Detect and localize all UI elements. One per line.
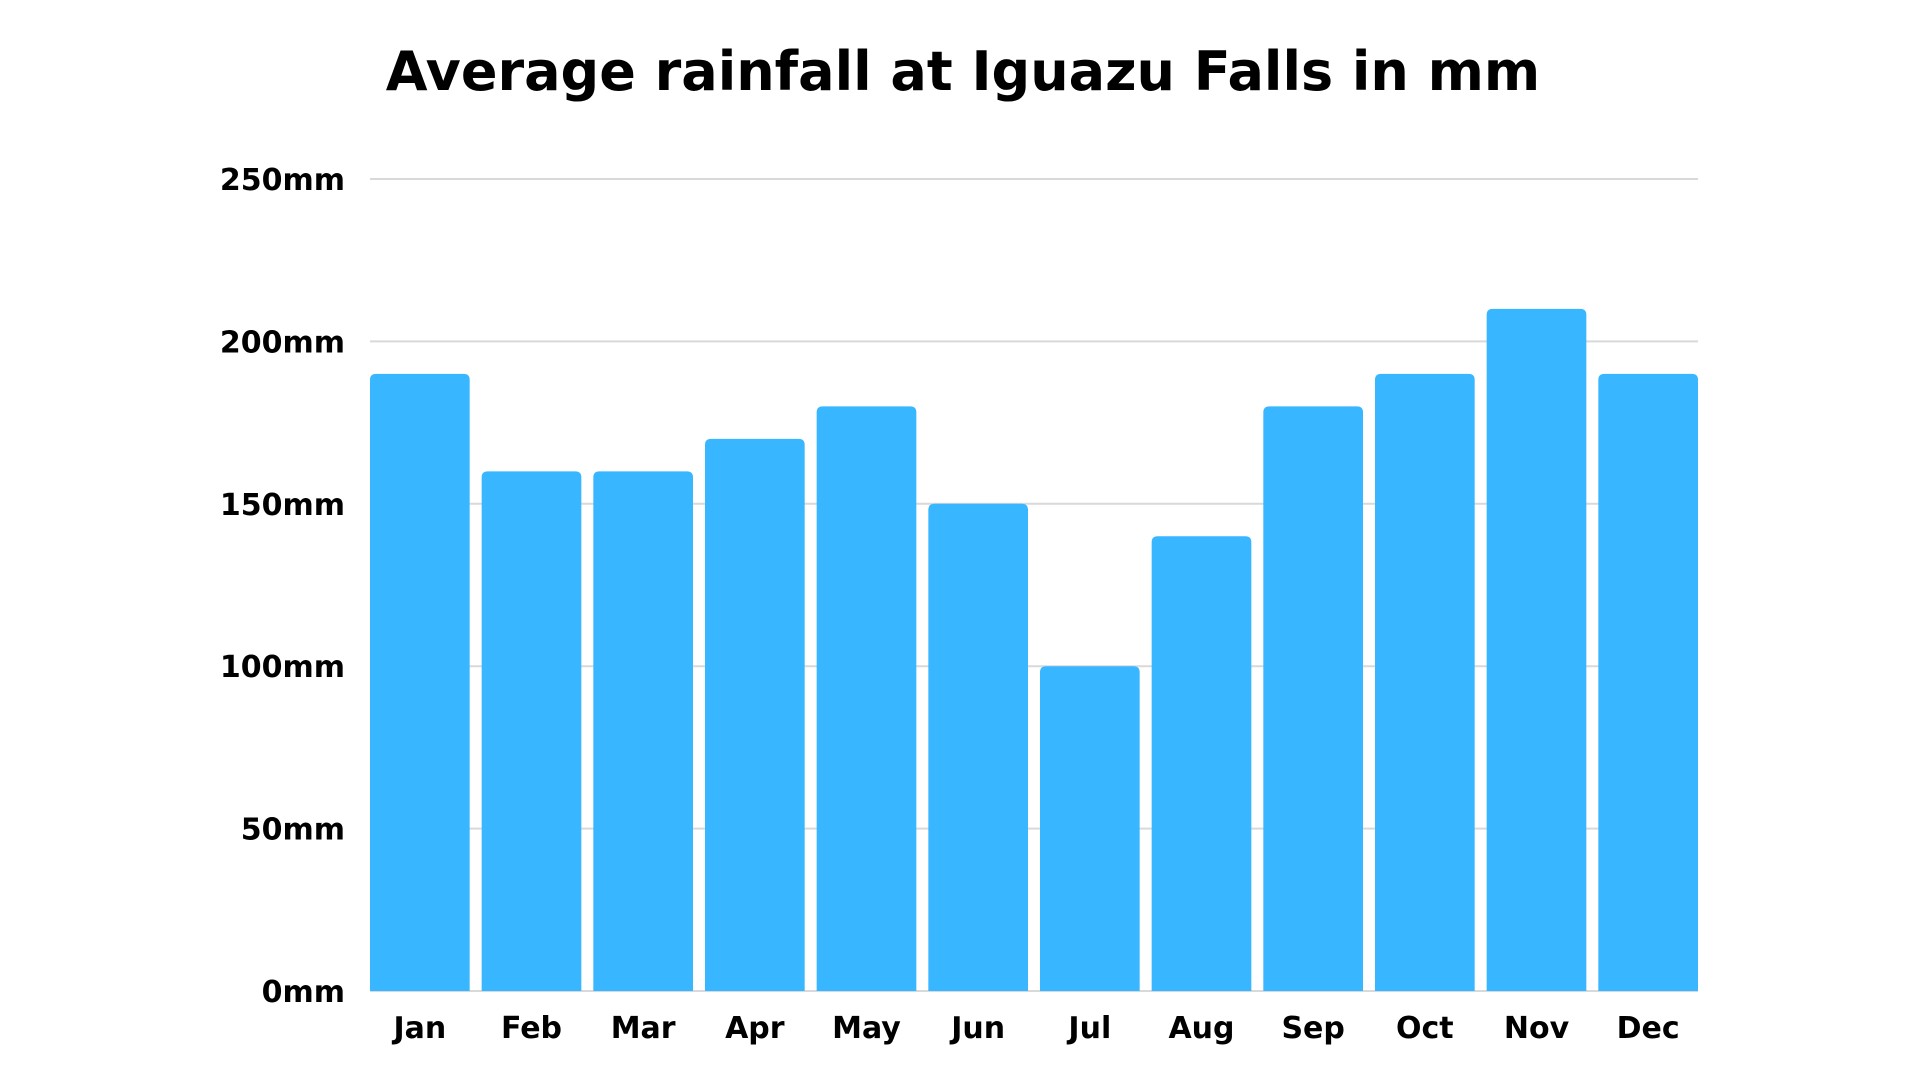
- y-tick-label: 200mm: [220, 325, 345, 360]
- x-tick-label: Sep: [1281, 1011, 1344, 1046]
- bar-jul: [1040, 666, 1140, 991]
- bar-nov: [1486, 308, 1587, 991]
- chart-title: Average rainfall at Iguazu Falls in mm: [385, 40, 1541, 103]
- x-tick-label: Jun: [949, 1011, 1005, 1046]
- bar-jun: [928, 503, 1028, 991]
- y-tick-label: 100mm: [220, 650, 345, 685]
- bar-oct: [1375, 373, 1475, 991]
- x-tick-label: Apr: [725, 1011, 785, 1046]
- x-tick-label: Mar: [611, 1011, 676, 1046]
- x-tick-label: Oct: [1396, 1011, 1454, 1046]
- y-tick-label: 0mm: [262, 975, 345, 1010]
- bar-dec: [1598, 373, 1698, 991]
- x-tick-label: Dec: [1617, 1011, 1680, 1046]
- bar-apr: [705, 438, 805, 992]
- bar-mar: [593, 471, 693, 991]
- bar-may: [816, 406, 917, 991]
- bar-aug: [1151, 536, 1252, 991]
- bar-jan: [370, 373, 470, 991]
- x-tick-label: Aug: [1168, 1011, 1234, 1046]
- x-tick-label: Jul: [1066, 1011, 1111, 1046]
- x-tick-label: Feb: [501, 1011, 562, 1046]
- x-tick-label: Nov: [1504, 1011, 1570, 1046]
- x-tick-label: May: [832, 1011, 901, 1046]
- bar-feb: [481, 471, 582, 991]
- y-tick-label: 50mm: [241, 813, 345, 848]
- x-tick-label: Jan: [391, 1011, 446, 1046]
- bar-sep: [1263, 406, 1363, 991]
- y-tick-label: 250mm: [220, 163, 345, 198]
- y-tick-label: 150mm: [220, 488, 345, 523]
